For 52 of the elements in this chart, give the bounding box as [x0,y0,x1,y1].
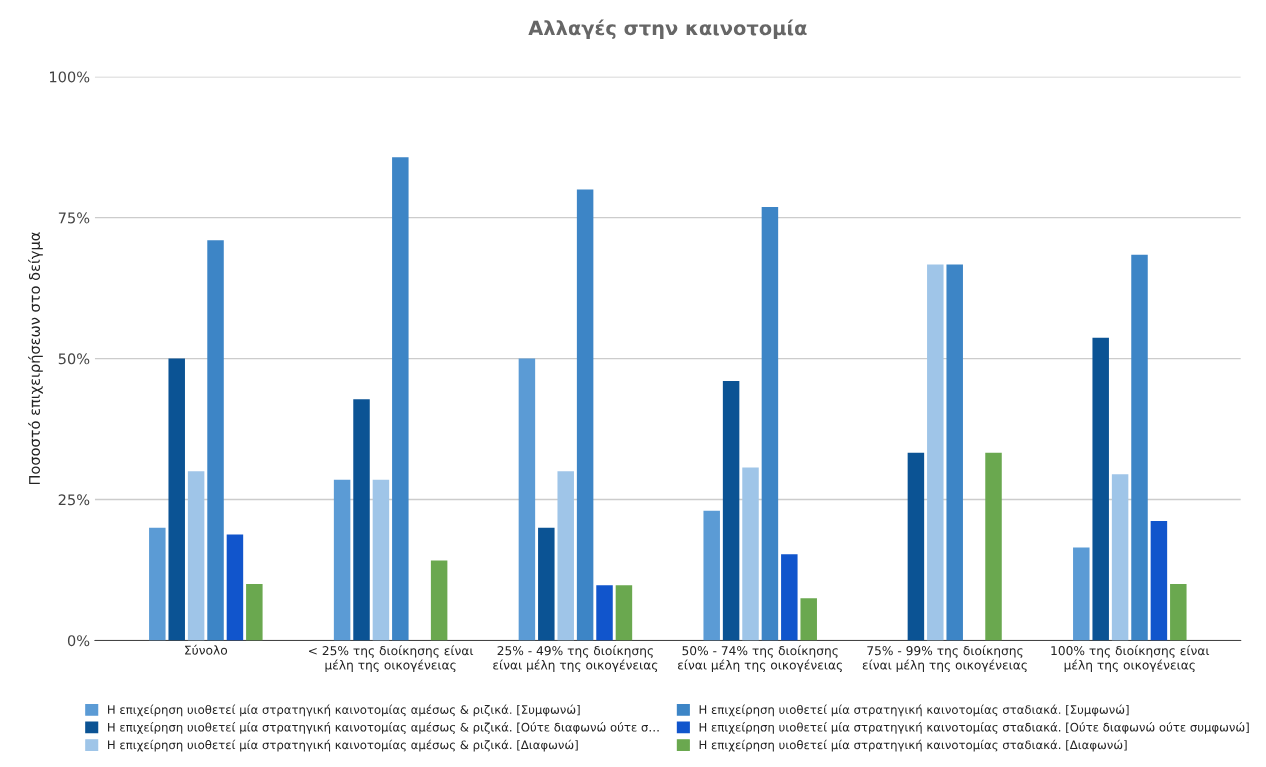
y-tick-label: 0% [67,635,90,647]
legend-label: Η επιχείρηση υιοθετεί μία στρατηγική καινοτομίας αμέσως & ριζικά. [Συμφωνώ] [108,704,580,717]
bar [1131,254,1148,641]
y-tick-label: 100% [50,71,90,83]
bar [1150,520,1168,641]
bar [1111,474,1129,641]
bar [946,264,963,641]
x-tick-label: 100% της διοίκησης είναι μέλη της οικογένειας [1051,645,1210,672]
bar [538,527,555,641]
legend-label: Η επιχείρηση υιοθετεί μία στρατηγική καινοτομίας αμέσως & ριζικά. [Διαφωνώ] [108,739,578,752]
bar [207,240,224,641]
bar [168,358,185,641]
bar [1073,547,1090,641]
x-tick-label: Σύνολο [185,644,228,655]
bar [927,264,944,641]
bar [722,381,740,641]
x-tick-label: < 25% της διοίκησης είναι μέλη της οικογένειας [309,645,474,672]
y-tick-label: 75% [58,212,90,224]
x-tick-label: 50% - 74% της διοίκησης είναι μέλη της οικογένειας [678,645,842,672]
bar [1092,337,1109,641]
bar [596,585,613,641]
bar [518,358,536,641]
bar [761,206,779,641]
bar [392,157,409,641]
y-tick-label: 50% [58,353,90,365]
chart-title: Αλλαγές στην καινοτομία [528,19,807,40]
bar [615,585,633,641]
bar [576,189,594,641]
bar [800,598,817,641]
bar [907,452,925,641]
bar [557,471,574,641]
bar [333,479,351,641]
legend-label: Η επιχείρηση υιοθετεί μία στρατηγική καινοτομίας αμέσως & ριζικά. [Ούτε διαφωνώ ούτε σ… [108,722,659,734]
y-tick-label: 25% [58,494,90,506]
bar [1170,584,1187,641]
bar [149,527,166,641]
legend-label: Η επιχείρηση υιοθετεί μία στρατηγική καινοτομίας σταδιακά. [Διαφωνώ] [699,739,1127,752]
bar [430,560,448,641]
bar [781,554,798,641]
bar [742,467,759,641]
x-tick-label: 75% - 99% της διοίκησης είναι μέλη της οικογένειας [862,645,1027,672]
bar [353,399,370,641]
bar [246,584,263,641]
legend-label: Η επιχείρηση υιοθετεί μία στρατηγική καινοτομίας σταδιακά. [Ούτε διαφωνώ ούτε συμφωνώ] [699,722,1249,734]
legend-label: Η επιχείρηση υιοθετεί μία στρατηγική καινοτομίας σταδιακά. [Συμφωνώ] [699,704,1129,717]
bar [985,452,1002,641]
bar [187,471,205,641]
x-tick-label: 25% - 49% της διοίκησης είναι μέλη της οικογένειας [493,645,658,672]
bar [703,510,720,641]
y-axis-title: Ποσοστό επιχειρήσεων στο δείγμα [28,232,43,485]
bar [226,534,244,641]
bar [372,479,390,641]
